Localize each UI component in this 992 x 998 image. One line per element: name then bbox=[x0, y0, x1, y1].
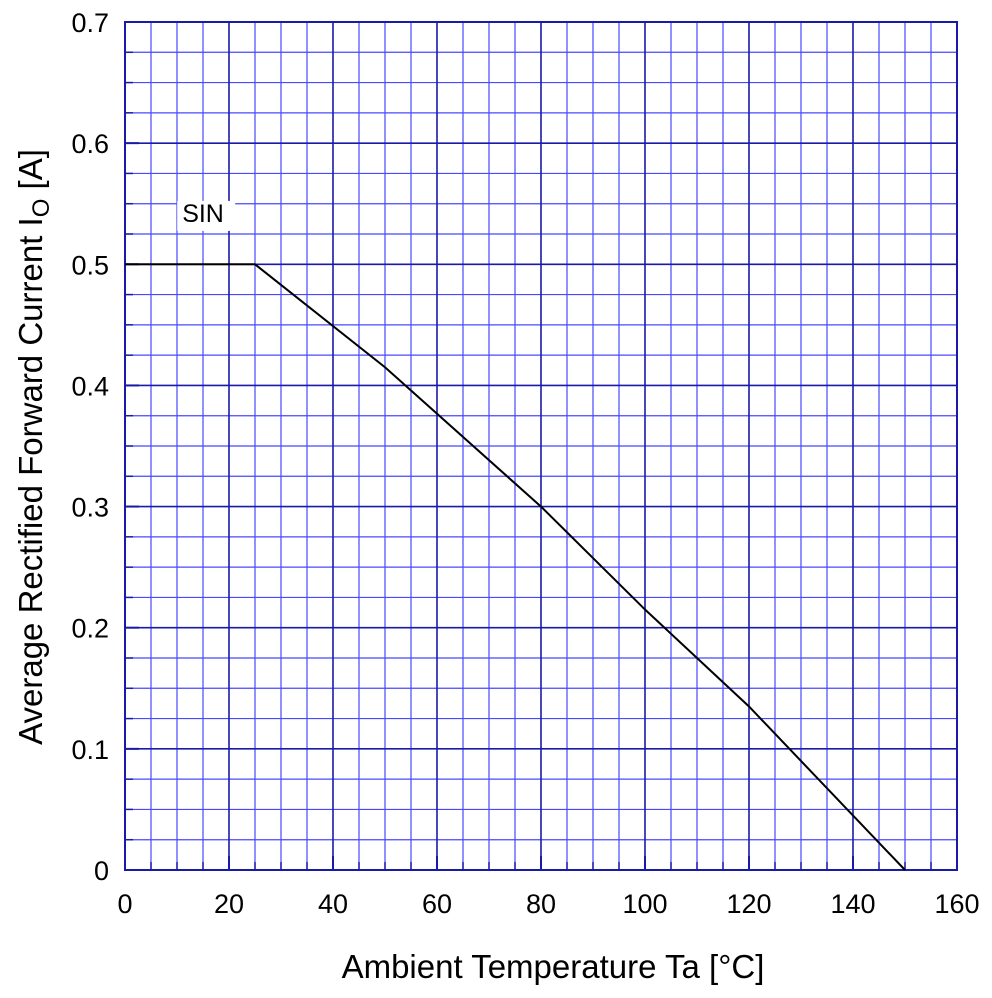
y-tick-label: 0.4 bbox=[71, 371, 109, 401]
annotations: SIN bbox=[177, 200, 236, 231]
y-tick-label: 0.1 bbox=[71, 735, 109, 765]
x-tick-label: 60 bbox=[422, 889, 452, 919]
x-tick-label: 0 bbox=[117, 889, 132, 919]
x-tick-label: 80 bbox=[526, 889, 556, 919]
y-axis-title-subscript: O bbox=[28, 199, 55, 218]
y-tick-label: 0 bbox=[94, 856, 109, 886]
y-axis-title-unit: [A] bbox=[12, 149, 49, 199]
y-tick-label: 0.7 bbox=[71, 8, 109, 38]
x-tick-label: 40 bbox=[318, 889, 348, 919]
series-line-sin bbox=[125, 263, 906, 871]
annotation-background bbox=[177, 200, 236, 231]
x-axis-title: Ambient Temperature Ta [°C] bbox=[342, 948, 765, 985]
series-annotation-label: SIN bbox=[182, 200, 224, 228]
y-axis-title: Average Rectified Forward Current IO [A] bbox=[12, 149, 55, 745]
x-tick-labels: 0 20 40 60 80 100 120 140 160 bbox=[117, 889, 979, 919]
y-tick-label: 0.6 bbox=[71, 129, 109, 159]
major-grid bbox=[125, 22, 957, 870]
x-tick-label: 140 bbox=[830, 889, 875, 919]
x-tick-label: 100 bbox=[622, 889, 667, 919]
series-layer bbox=[125, 263, 906, 871]
x-tick-label: 120 bbox=[726, 889, 771, 919]
y-tick-labels: 0 0.1 0.2 0.3 0.4 0.5 0.6 0.7 bbox=[71, 8, 109, 886]
y-axis-title-main: Average Rectified Forward Current I bbox=[12, 217, 49, 745]
y-tick-label: 0.2 bbox=[71, 614, 109, 644]
x-tick-label: 20 bbox=[214, 889, 244, 919]
x-tick-label: 160 bbox=[934, 889, 979, 919]
y-tick-label: 0.3 bbox=[71, 493, 109, 523]
y-tick-label: 0.5 bbox=[71, 250, 109, 280]
